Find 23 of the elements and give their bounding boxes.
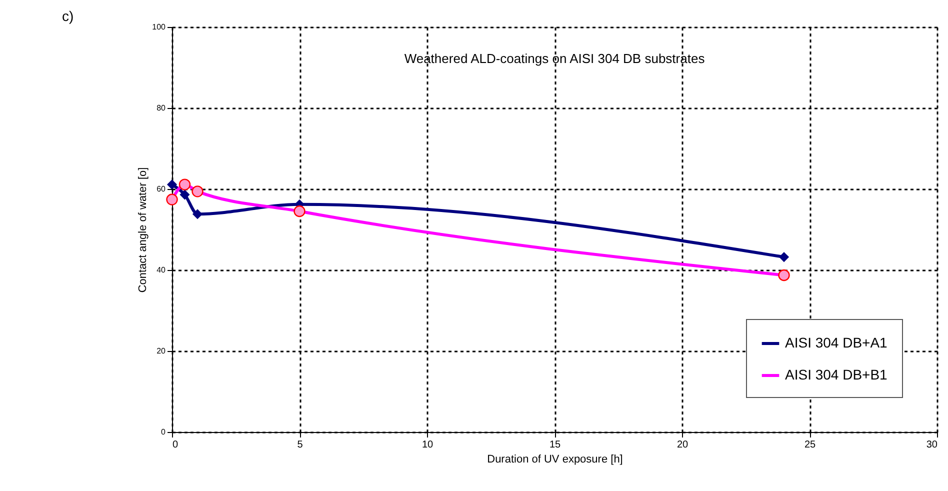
y-tick-label: 100 bbox=[152, 22, 166, 32]
point bbox=[167, 180, 177, 190]
x-axis-title: Duration of UV exposure [h] bbox=[487, 454, 623, 466]
x-tick-label: 30 bbox=[926, 440, 938, 450]
y-axis-title: Contact angle of water [o] bbox=[137, 167, 150, 293]
y-tick-label: 60 bbox=[156, 184, 166, 194]
x-tick-label: 15 bbox=[549, 440, 561, 450]
point bbox=[180, 190, 190, 200]
point bbox=[192, 209, 202, 219]
legend-label: AISI 304 DB+A1 bbox=[785, 334, 888, 350]
x-tick-label: 20 bbox=[676, 440, 688, 450]
annotation: Weathered ALD-coatings on AISI 304 DB substrates bbox=[404, 51, 706, 66]
x-tick-label: 0 bbox=[172, 440, 178, 450]
point bbox=[779, 252, 789, 262]
x-tick-label: 5 bbox=[297, 440, 304, 450]
y-tick-label: 40 bbox=[156, 266, 166, 274]
y-tick-label: 80 bbox=[156, 104, 166, 112]
x-tick-label: 10 bbox=[422, 440, 434, 450]
text: c) bbox=[62, 8, 74, 24]
y-tick-label: 0 bbox=[161, 428, 166, 436]
x-tick-label: 25 bbox=[804, 440, 816, 450]
y-tick-label: 20 bbox=[156, 346, 166, 356]
legend-label: AISI 304 DB+B1 bbox=[785, 366, 888, 382]
